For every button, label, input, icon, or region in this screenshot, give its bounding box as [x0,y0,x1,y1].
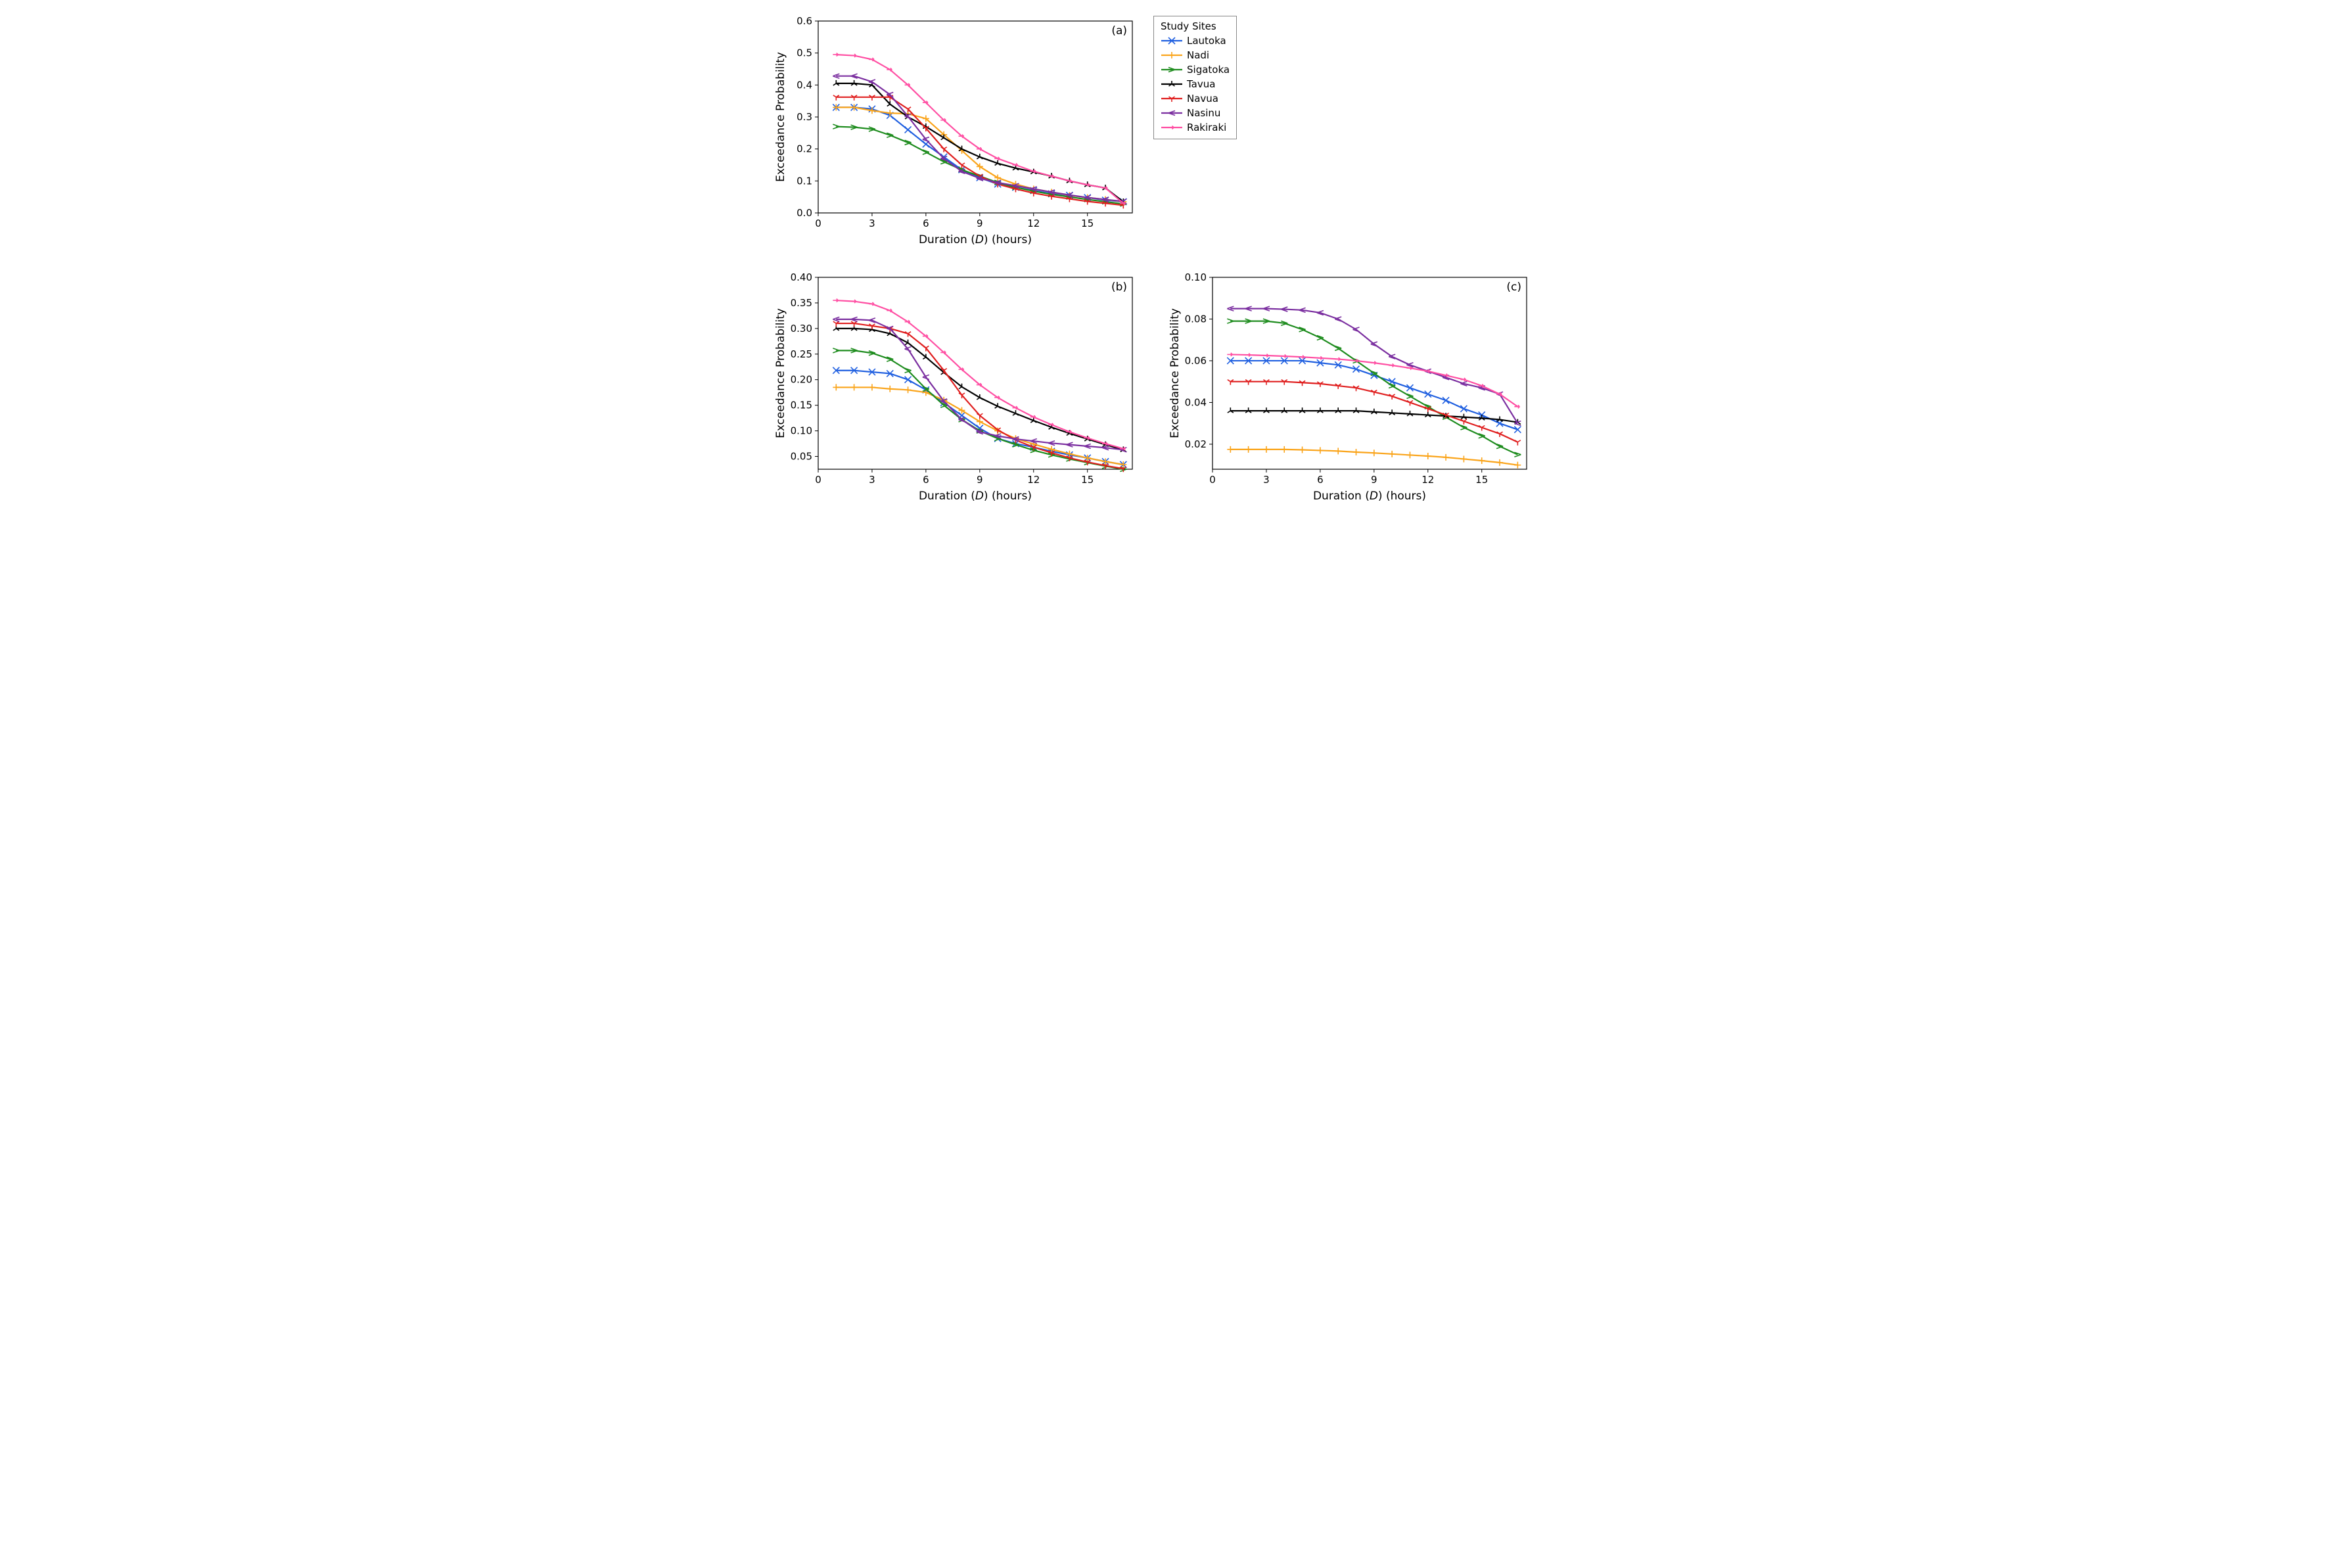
svg-text:0.06: 0.06 [1185,355,1207,367]
legend-label: Sigatoka [1187,64,1230,76]
svg-text:12: 12 [1027,218,1040,229]
svg-text:0.25: 0.25 [791,348,812,360]
svg-text:3: 3 [869,218,875,229]
series-sigatoka [836,350,1123,469]
svg-text:0: 0 [815,218,821,229]
series-rakiraki [836,300,1123,449]
series-rakiraki [836,55,1123,203]
svg-text:Duration (D) (hours): Duration (D) (hours) [1313,490,1426,503]
svg-text:Duration (D) (hours): Duration (D) (hours) [919,490,1032,503]
svg-text:Exceedance Probability: Exceedance Probability [774,52,787,182]
svg-text:0.10: 0.10 [1185,271,1207,283]
panel-b-wrap: 0 3 6 9 12 15 0.05 0.10 0.15 0.20 0.25 0.30 0.35 0.40… [772,269,1140,506]
svg-text:6: 6 [923,218,929,229]
legend: Study Sites Lautoka Nadi Sigatoka Tavua Navua… [1153,16,1237,139]
legend-item-navua: Navua [1161,91,1230,106]
svg-text:15: 15 [1475,474,1488,486]
svg-text:0.02: 0.02 [1185,438,1207,450]
figure: 0 3 6 9 12 15 0.0 0.1 0.2 0.3 0.4 0.5 0.6 Duration (D… [772,13,1561,506]
svg-text:(c): (c) [1506,281,1521,294]
svg-text:0.2: 0.2 [797,143,812,155]
svg-text:6: 6 [1317,474,1324,486]
legend-label: Tavua [1187,78,1215,90]
svg-text:9: 9 [977,218,983,229]
panel-a-wrap: 0 3 6 9 12 15 0.0 0.1 0.2 0.3 0.4 0.5 0.6 Duration (D… [772,13,1140,250]
row-top: 0 3 6 9 12 15 0.0 0.1 0.2 0.3 0.4 0.5 0.6 Duration (D… [772,13,1561,250]
panel-b: 0 3 6 9 12 15 0.05 0.10 0.15 0.20 0.25 0.30 0.35 0.40… [772,269,1140,506]
svg-text:(b): (b) [1111,281,1127,294]
legend-item-lautoka: Lautoka [1161,34,1230,48]
legend-item-tavua: Tavua [1161,77,1230,91]
legend-item-rakiraki: Rakiraki [1161,120,1230,135]
svg-text:9: 9 [977,474,983,486]
svg-text:0.15: 0.15 [791,400,812,411]
svg-text:12: 12 [1027,474,1040,486]
svg-text:0: 0 [1209,474,1216,486]
svg-text:0.35: 0.35 [791,297,812,309]
panel-c: 0 3 6 9 12 15 0.02 0.04 0.06 0.08 0.10 Duration (D)… [1166,269,1535,506]
svg-text:0.08: 0.08 [1185,313,1207,325]
svg-text:0.5: 0.5 [797,47,812,59]
svg-text:Exceedance Probability: Exceedance Probability [774,308,787,438]
svg-text:3: 3 [1263,474,1270,486]
svg-text:(a): (a) [1111,24,1127,37]
panel-c-wrap: 0 3 6 9 12 15 0.02 0.04 0.06 0.08 0.10 Duration (D)… [1166,269,1535,506]
svg-text:0.40: 0.40 [791,271,812,283]
svg-text:Exceedance Probability: Exceedance Probability [1168,308,1182,438]
svg-text:3: 3 [869,474,875,486]
series-sigatoka [1230,321,1517,455]
legend-title: Study Sites [1161,20,1230,32]
row-bottom: 0 3 6 9 12 15 0.05 0.10 0.15 0.20 0.25 0.30 0.35 0.40… [772,269,1561,506]
svg-text:0.6: 0.6 [797,15,812,27]
svg-text:0.4: 0.4 [797,79,812,91]
svg-text:0.20: 0.20 [791,374,812,386]
series-nasinu [1230,309,1517,424]
legend-label: Nasinu [1187,107,1220,119]
svg-text:0.1: 0.1 [797,175,812,187]
svg-text:0.3: 0.3 [797,111,812,123]
svg-text:15: 15 [1081,474,1094,486]
svg-text:12: 12 [1421,474,1434,486]
panel-a: 0 3 6 9 12 15 0.0 0.1 0.2 0.3 0.4 0.5 0.6 Duration (D… [772,13,1140,250]
series-navua [836,97,1123,205]
svg-text:Duration (D) (hours): Duration (D) (hours) [919,233,1032,246]
legend-label: Nadi [1187,49,1209,61]
svg-text:0.04: 0.04 [1185,396,1207,408]
svg-text:0: 0 [815,474,821,486]
legend-item-nasinu: Nasinu [1161,106,1230,120]
legend-item-sigatoka: Sigatoka [1161,62,1230,77]
svg-text:0.05: 0.05 [791,451,812,463]
svg-text:0.0: 0.0 [797,207,812,219]
svg-text:6: 6 [923,474,929,486]
series-nadi [836,387,1123,465]
legend-label: Rakiraki [1187,122,1226,133]
legend-item-nadi: Nadi [1161,48,1230,62]
svg-text:15: 15 [1081,218,1094,229]
svg-text:0.30: 0.30 [791,323,812,334]
svg-text:9: 9 [1371,474,1377,486]
legend-label: Lautoka [1187,35,1226,47]
legend-label: Navua [1187,93,1218,104]
svg-text:0.10: 0.10 [791,425,812,437]
